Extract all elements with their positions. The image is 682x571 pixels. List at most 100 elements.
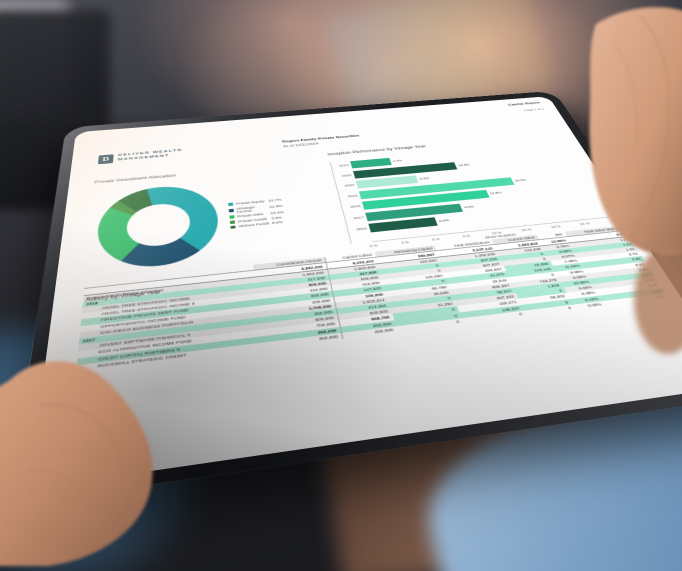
legend-value: 21.8% (269, 204, 282, 208)
cell-called: 214,464 (336, 302, 391, 314)
table-row[interactable]: 2016 417,000 417,000 0 507,026 0 8.68% 1.22 (82, 241, 635, 307)
donut-center (94, 182, 221, 272)
cell-remaining: 0 (392, 306, 459, 320)
cell-distributions: 150,271 (457, 299, 521, 312)
activity-panel: Activity by Vintage Year Since Inception (76, 221, 669, 372)
cell-irr: 6.60% (564, 284, 597, 293)
cell-commitment: 250,000 (258, 291, 334, 305)
activity-table-body: 6,682,000 6,293,403 389,597 3,237,142 2,983,… (76, 231, 669, 372)
bar-category-label: 2022 (335, 173, 352, 177)
cell-irr: 8.67% (547, 253, 578, 261)
cell-remaining: 0 (384, 278, 449, 291)
cell-distributions: 139,337 (459, 305, 524, 318)
allocation-legend: Private Equity 41.7% Strategic Income 21.8%… (228, 198, 286, 231)
cell-irr: 0.00% (572, 301, 605, 310)
cell-multiple: 0.98 (581, 256, 645, 268)
x-tick-mark (434, 234, 435, 236)
cell-called: 1,633,214 (335, 297, 389, 309)
table-row[interactable]: Rogers Family Private Securities 1,663,00… (83, 236, 632, 301)
cell-called: 668,750 (338, 314, 393, 327)
cell-commitment: 700,000 (261, 320, 339, 335)
cell-remaining: 0 (396, 318, 464, 332)
bar-value-label: 16.0% (514, 178, 527, 182)
cell-commitment: 1,706,000 (259, 303, 336, 318)
table-row[interactable]: ANGEL TREE STRATEGIC INCOME II 416,000 416… (81, 251, 642, 320)
bar-value-label: 12.8% (489, 191, 502, 195)
x-tick-mark (524, 225, 525, 227)
cell-remaining: 122,500 (377, 257, 440, 269)
cell-distributions: 507,026 (441, 256, 502, 268)
bar-value-label: 6.6% (439, 218, 450, 222)
x-tick-mark (494, 228, 495, 230)
cell-called: 1,560,500 (327, 263, 379, 274)
table-row[interactable]: GOLDY CAPITAL PARTNERS 9 250,000 250,000 0 1… (77, 288, 666, 365)
col-header-commitment[interactable]: Commitment Amount (253, 257, 325, 270)
table-row[interactable]: ROCKWALL STRATEGIC CREDIT 250,000 250,000 0… (76, 293, 669, 372)
cell-called: 127,520 (332, 285, 385, 297)
cell-remaining: 0 (381, 268, 445, 280)
allocation-panel: Private Investment Allocation Private Eq… (86, 161, 338, 275)
table-row[interactable]: 2017 250,000 214,464 0 55,527 1,948 10.55% 0.27 (79, 271, 655, 344)
x-tick-label: 3 % (401, 240, 410, 244)
table-row[interactable]: OPPORTUNISTIC INCOME FUND 100,000 100,000 6… (80, 261, 648, 332)
cell-distributions: 0 (461, 310, 526, 324)
legend-swatch-icon (230, 225, 235, 229)
cell-multiple: 0.53 (584, 261, 648, 273)
account-header: Rogers Family Private Securities As of 1… (282, 134, 361, 148)
cell-remaining: 35,536 (387, 289, 453, 302)
cell-irr: 7.38% (550, 258, 582, 266)
fund-name: FIRESTONE PRIVATE DEBT FUND (81, 300, 259, 326)
cell-distributions: 32,544 (448, 277, 510, 289)
cell-irr: 11.82% (553, 263, 585, 272)
tablet-screen[interactable]: Capital Report Page 1 of 4 Rogers Family… (29, 96, 682, 489)
table-row[interactable]: EGO ALTERNATIVE INCOME FUND 700,000 668,75… (78, 282, 663, 358)
table-total-row: 6,682,000 6,293,403 389,597 3,237,142 2,983,… (84, 231, 630, 296)
cell-current-value: 746,278 (511, 277, 561, 288)
x-tick-mark (403, 237, 404, 239)
cell-commitment: 250,000 (260, 308, 337, 323)
cell-commitment: 1,663,000 (255, 269, 329, 283)
cell-multiple: 0.93 (599, 288, 665, 301)
cell-current-value: 123,235 (497, 246, 545, 256)
group-spacer-2 (253, 252, 325, 265)
cell-current-value: 0 (499, 251, 547, 261)
tablet-device: Capital Report Page 1 of 4 Rogers Family… (0, 0, 682, 571)
cell-distributions: 55,527 (453, 288, 516, 301)
cell-irr: 10.55% (561, 279, 593, 288)
cell-irr: 9.98% (555, 268, 587, 277)
cell-irr: 9.10% (569, 295, 602, 304)
bar-category-label: 2018 (343, 204, 361, 209)
cell-remaining: 0 (379, 262, 442, 274)
cell-called: 417,000 (328, 269, 380, 280)
table-row[interactable]: FIRESTONE PRIVATE DEBT FUND 250,000 127,52… (81, 256, 646, 326)
table-row[interactable]: ANGEL TREE STRATEGIC INCOME 500,000 500,00… (82, 246, 639, 313)
cell-current-value: 0 (501, 256, 550, 266)
total-distributions: 3,237,142 (436, 245, 496, 257)
total-remaining: 389,597 (376, 251, 439, 263)
cell-multiple: 1.05 (587, 266, 652, 278)
col-header-remaining[interactable]: Remaining Capital (374, 246, 436, 258)
bar-value-label: 4.2% (392, 159, 402, 162)
legend-value: 24.3% (270, 211, 284, 215)
cell-current-value: 20,086 (504, 261, 553, 271)
table-row[interactable]: ADVENT SOFTWARE FINANCIAL II 500,000 500,0… (78, 277, 659, 352)
logo-mark-icon: D (98, 154, 114, 164)
cell-called: 100,000 (333, 291, 387, 303)
cell-commitment: 416,000 (257, 286, 332, 300)
cell-current-value: 95,002 (518, 293, 569, 304)
cell-commitment: 500,000 (261, 314, 339, 329)
cell-current-value: 0 (516, 288, 567, 299)
col-header-called[interactable]: Capital Called (325, 252, 376, 263)
cell-current-value: 0 (508, 271, 558, 282)
table-row[interactable]: SAN DIEGO BUSINESS PORTFOLIO 1,706,000 1,6… (79, 266, 651, 338)
legend-swatch-icon (229, 209, 234, 212)
legend-swatch-icon (230, 220, 235, 223)
cell-called: 250,000 (341, 326, 397, 339)
legend-swatch-icon (228, 203, 233, 206)
cell-current-value: 0 (524, 304, 576, 316)
document-header: Capital Report Page 1 of 4 (508, 101, 545, 113)
legend-value: 3.3% (271, 216, 282, 220)
fund-name: ANGEL TREE STRATEGIC INCOME (82, 288, 257, 313)
group-spacer (85, 260, 254, 283)
cell-called: 416,000 (331, 280, 384, 291)
